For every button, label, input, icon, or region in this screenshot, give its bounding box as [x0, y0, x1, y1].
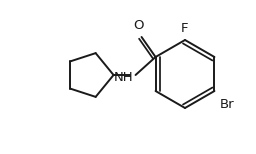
Text: F: F: [181, 22, 189, 35]
Text: NH: NH: [114, 71, 134, 83]
Text: Br: Br: [219, 98, 234, 111]
Text: O: O: [133, 19, 144, 32]
